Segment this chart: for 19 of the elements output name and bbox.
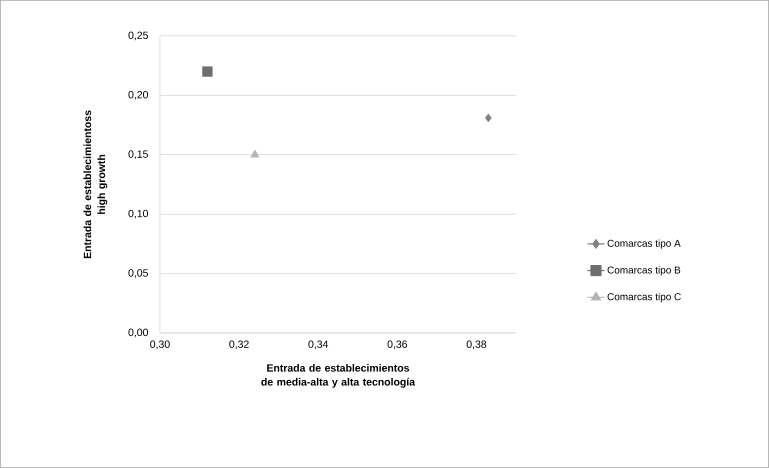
y-tick-label: 0,05 xyxy=(128,269,148,278)
x-tick-label: 0,30 xyxy=(150,340,170,350)
point xyxy=(250,150,260,158)
y-tick-label: 0,25 xyxy=(128,32,148,40)
y-tick-label: 0,10 xyxy=(128,210,148,219)
x-tick-label: 0,32 xyxy=(229,340,249,350)
legend-label: Comarcas tipo A xyxy=(608,240,681,249)
x-tick-label: 0,36 xyxy=(388,340,408,350)
x-tick-label: 0,34 xyxy=(308,340,328,350)
y-tick-label: 0,20 xyxy=(128,91,148,100)
legend-label: Comarcas tipo C xyxy=(608,292,681,302)
y-tick-label: 0,00 xyxy=(128,328,148,338)
point xyxy=(202,66,213,77)
y-axis-title: Entrada de establecimientoss high growth xyxy=(83,110,108,258)
legend-label: Comarcas tipo B xyxy=(608,266,680,276)
x-tick-label: 0,38 xyxy=(466,340,486,350)
x-axis-title: Entrada de establecimientos de media-alta y alta tecnología xyxy=(261,364,416,388)
point xyxy=(484,114,492,122)
y-tick-label: 0,15 xyxy=(128,150,148,160)
